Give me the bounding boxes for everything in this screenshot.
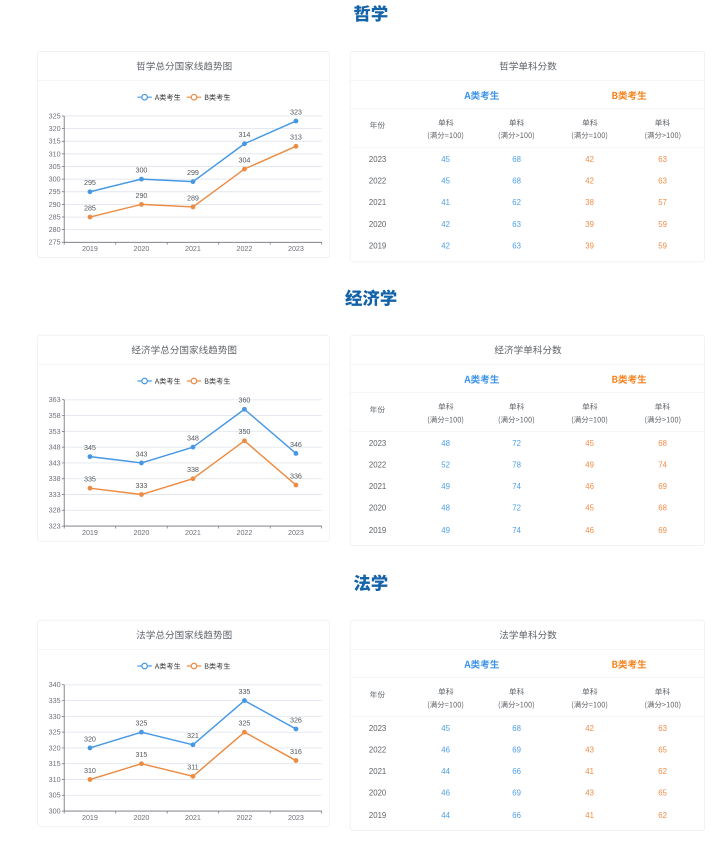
svg-text:348: 348: [48, 443, 60, 452]
svg-text:2023: 2023: [288, 528, 304, 537]
svg-text:299: 299: [187, 168, 199, 177]
svg-text:315: 315: [135, 750, 147, 759]
svg-text:295: 295: [48, 187, 60, 196]
svg-text:310: 310: [48, 775, 60, 784]
svg-text:2022: 2022: [236, 813, 252, 822]
svg-text:335: 335: [238, 687, 250, 696]
svg-text:310: 310: [84, 766, 96, 775]
svg-text:310: 310: [48, 149, 60, 158]
svg-text:360: 360: [238, 396, 250, 405]
svg-text:2019: 2019: [82, 244, 98, 253]
svg-text:290: 290: [48, 200, 60, 209]
svg-text:363: 363: [48, 395, 60, 404]
svg-text:300: 300: [48, 807, 60, 816]
svg-text:2020: 2020: [133, 244, 149, 253]
svg-text:311: 311: [187, 763, 198, 772]
svg-text:2021: 2021: [185, 813, 201, 822]
svg-text:2021: 2021: [185, 528, 201, 537]
svg-text:325: 325: [135, 719, 147, 728]
svg-text:343: 343: [48, 459, 60, 468]
svg-text:300: 300: [135, 166, 147, 175]
svg-text:320: 320: [48, 744, 60, 753]
svg-text:323: 323: [48, 522, 60, 531]
svg-text:333: 333: [135, 481, 147, 490]
svg-text:275: 275: [48, 238, 60, 247]
svg-text:330: 330: [48, 712, 60, 721]
svg-text:2022: 2022: [236, 244, 252, 253]
svg-text:313: 313: [290, 133, 302, 142]
svg-text:340: 340: [48, 680, 60, 689]
svg-text:320: 320: [84, 735, 96, 744]
svg-text:350: 350: [238, 427, 250, 436]
svg-text:345: 345: [84, 443, 96, 452]
svg-text:305: 305: [48, 791, 60, 800]
svg-text:314: 314: [238, 130, 250, 139]
svg-text:348: 348: [187, 434, 199, 443]
svg-text:353: 353: [48, 427, 60, 436]
svg-text:315: 315: [48, 137, 60, 146]
svg-text:2019: 2019: [82, 528, 98, 537]
svg-text:2019: 2019: [82, 813, 98, 822]
svg-text:290: 290: [135, 191, 147, 200]
svg-text:2022: 2022: [236, 528, 252, 537]
svg-text:285: 285: [84, 203, 96, 212]
svg-text:335: 335: [84, 475, 96, 484]
svg-text:295: 295: [84, 178, 96, 187]
svg-text:285: 285: [48, 212, 60, 221]
svg-text:338: 338: [187, 465, 199, 474]
svg-text:316: 316: [290, 747, 302, 756]
svg-text:304: 304: [238, 155, 250, 164]
svg-text:2020: 2020: [133, 528, 149, 537]
svg-text:315: 315: [48, 759, 60, 768]
svg-text:346: 346: [290, 440, 302, 449]
svg-text:325: 325: [48, 728, 60, 737]
svg-text:343: 343: [135, 450, 147, 459]
svg-text:336: 336: [290, 472, 302, 481]
svg-text:333: 333: [48, 490, 60, 499]
svg-text:321: 321: [187, 731, 199, 740]
svg-text:328: 328: [48, 506, 60, 515]
svg-text:326: 326: [290, 716, 302, 725]
svg-text:289: 289: [187, 193, 199, 202]
svg-text:325: 325: [48, 111, 60, 120]
svg-text:280: 280: [48, 225, 60, 234]
svg-text:305: 305: [48, 162, 60, 171]
svg-text:300: 300: [48, 175, 60, 184]
svg-text:323: 323: [290, 107, 302, 116]
svg-text:320: 320: [48, 124, 60, 133]
svg-text:2023: 2023: [288, 244, 304, 253]
svg-text:325: 325: [238, 719, 250, 728]
svg-text:358: 358: [48, 411, 60, 420]
svg-text:338: 338: [48, 474, 60, 483]
svg-text:2020: 2020: [133, 813, 149, 822]
svg-text:335: 335: [48, 696, 60, 705]
svg-text:2023: 2023: [288, 813, 304, 822]
svg-text:2021: 2021: [185, 244, 201, 253]
